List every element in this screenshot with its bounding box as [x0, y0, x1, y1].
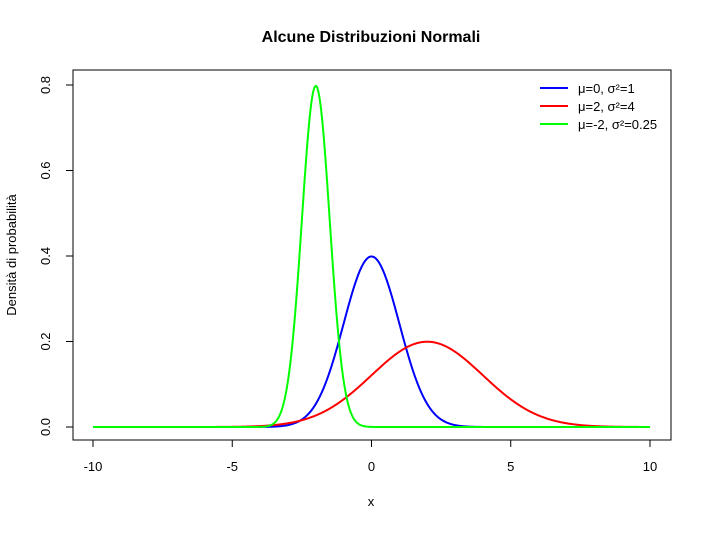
x-tick-label: -10 [84, 459, 103, 474]
y-tick-label: 0.4 [38, 247, 53, 265]
y-tick-label: 0.0 [38, 418, 53, 436]
y-axis: 0.0 0.2 0.4 0.6 0.8 [38, 76, 74, 436]
x-axis: -10 -5 0 5 10 [84, 439, 657, 474]
legend-label: μ=0, σ²=1 [578, 81, 635, 96]
x-tick-label: -5 [226, 459, 238, 474]
y-tick-label: 0.8 [38, 76, 53, 94]
x-tick-label: 5 [507, 459, 514, 474]
series-curves [92, 84, 651, 428]
series-line-3 [92, 84, 651, 428]
legend-label: μ=-2, σ²=0.25 [578, 117, 657, 132]
legend: μ=0, σ²=1 μ=2, σ²=4 μ=-2, σ²=0.25 [540, 81, 657, 132]
y-tick-label: 0.2 [38, 332, 53, 350]
x-tick-label: 0 [368, 459, 375, 474]
y-axis-label: Densità di probabilità [4, 194, 19, 316]
x-tick-label: 10 [643, 459, 657, 474]
y-tick-label: 0.6 [38, 161, 53, 179]
chart-title: Alcune Distribuzioni Normali [262, 29, 481, 46]
series-line-1 [92, 255, 651, 428]
series-line-2 [92, 340, 651, 428]
legend-label: μ=2, σ²=4 [578, 99, 635, 114]
x-axis-label: x [368, 494, 375, 509]
